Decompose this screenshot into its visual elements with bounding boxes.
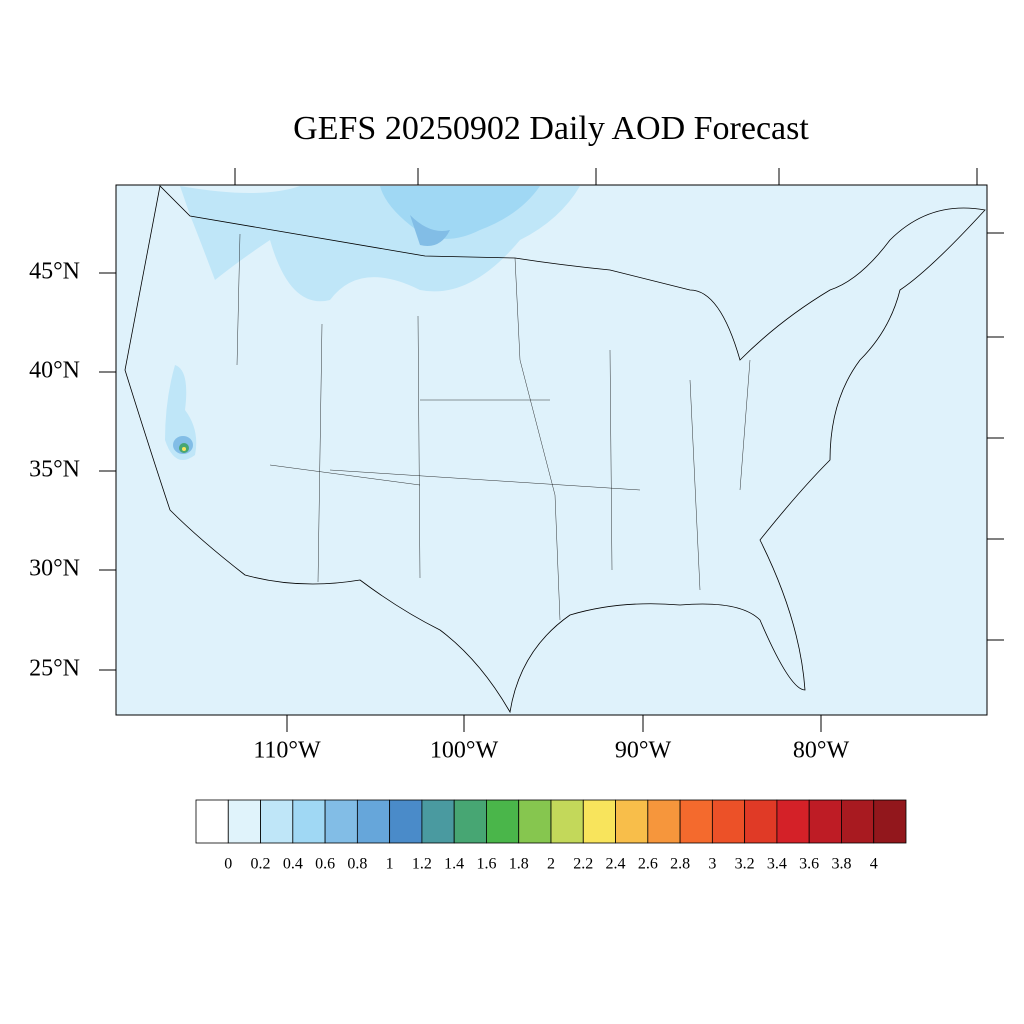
colorbar-box bbox=[679, 799, 713, 844]
lat-label: 30°N bbox=[29, 556, 80, 582]
colorbar-box bbox=[292, 799, 326, 844]
colorbar-box bbox=[744, 799, 778, 844]
colorbar-box bbox=[486, 799, 520, 844]
state-boundaries bbox=[236, 233, 751, 621]
colorbar-label: 3.2 bbox=[735, 856, 755, 873]
lat-label: 40°N bbox=[29, 358, 80, 384]
colorbar-label: 2.6 bbox=[638, 856, 658, 873]
colorbar-label: 2.2 bbox=[573, 856, 593, 873]
colorbar-box bbox=[776, 799, 810, 844]
colorbar-box bbox=[582, 799, 616, 844]
colorbar-box bbox=[550, 799, 584, 844]
colorbar-label: 0.4 bbox=[283, 856, 303, 873]
map-area bbox=[115, 168, 1004, 716]
colorbar-label: 1 bbox=[386, 856, 394, 873]
aod-plume bbox=[182, 447, 186, 451]
lon-label: 100°W bbox=[430, 738, 499, 764]
colorbar-box bbox=[647, 799, 681, 844]
lon-label: 90°W bbox=[615, 738, 672, 764]
colorbar-label: 1.4 bbox=[444, 856, 464, 873]
colorbar-box bbox=[421, 799, 455, 844]
colorbar-box bbox=[324, 799, 358, 844]
colorbar-box bbox=[195, 799, 229, 844]
colorbar-label: 1.8 bbox=[509, 856, 529, 873]
colorbar-label: 1.2 bbox=[412, 856, 432, 873]
lon-label: 110°W bbox=[253, 738, 321, 764]
colorbar-label: 3 bbox=[708, 856, 716, 873]
colorbar-box bbox=[711, 799, 746, 844]
colorbar-label: 1.6 bbox=[476, 856, 496, 873]
lon-label: 80°W bbox=[793, 738, 850, 764]
colorbar-label: 2.4 bbox=[606, 856, 626, 873]
lat-label: 35°N bbox=[29, 457, 80, 483]
colorbar-label: 3.6 bbox=[799, 856, 819, 873]
colorbar-box bbox=[227, 799, 261, 844]
colorbar-label: 2 bbox=[547, 856, 555, 873]
colorbar-label: 0.2 bbox=[251, 856, 271, 873]
lat-label: 25°N bbox=[29, 656, 80, 682]
map-frame bbox=[115, 184, 988, 716]
colorbar-label: 2.8 bbox=[670, 856, 690, 873]
map-title: GEFS 20250902 Daily AOD Forecast bbox=[293, 110, 809, 147]
colorbar-label: 4 bbox=[870, 856, 878, 873]
colorbar-box bbox=[615, 799, 649, 844]
frame-ticks bbox=[234, 168, 1004, 641]
colorbar-label: 0.8 bbox=[347, 856, 367, 873]
colorbar-label: 3.4 bbox=[767, 856, 787, 873]
colorbar-box bbox=[389, 799, 423, 844]
colorbar-label: 3.8 bbox=[831, 856, 851, 873]
colorbar-box bbox=[518, 799, 552, 844]
map-background bbox=[116, 185, 987, 715]
colorbar-box bbox=[356, 799, 391, 844]
colorbar-box bbox=[841, 799, 875, 844]
aod-plume bbox=[410, 215, 450, 246]
colorbar-label: 0.6 bbox=[315, 856, 335, 873]
colorbar-box bbox=[873, 799, 907, 844]
colorbar-box bbox=[453, 799, 487, 844]
coastline bbox=[124, 185, 986, 714]
colorbar-box bbox=[808, 799, 842, 844]
aod-plume bbox=[165, 365, 197, 460]
colorbar-label: 0 bbox=[224, 856, 232, 873]
lat-label: 45°N bbox=[29, 259, 80, 285]
colorbar-box bbox=[260, 799, 294, 844]
